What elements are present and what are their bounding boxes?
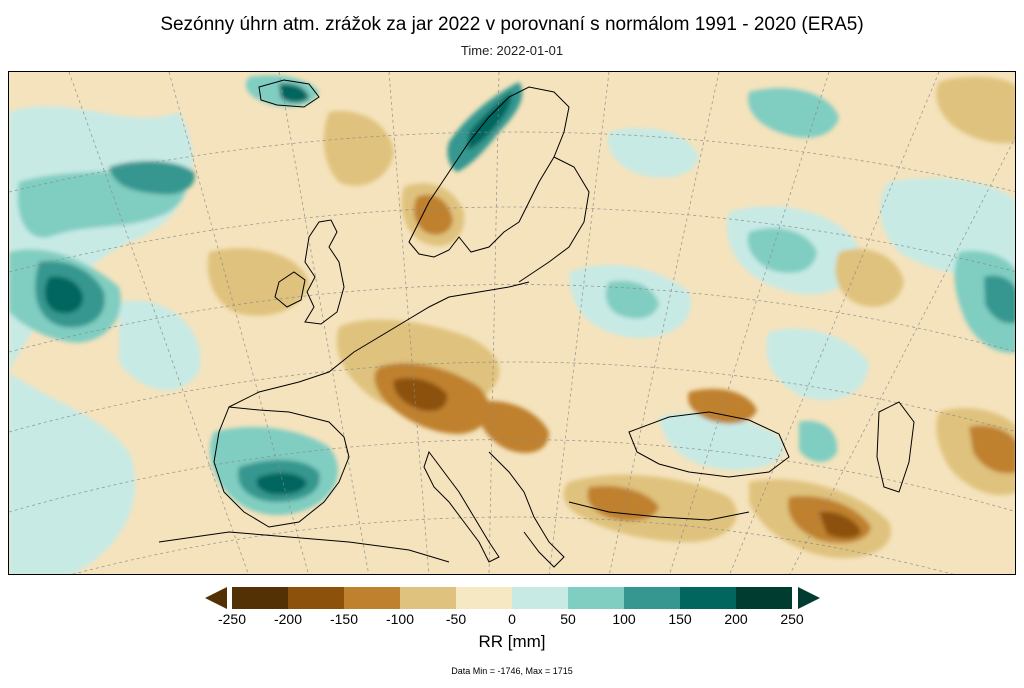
colorbar-tick-label: -200 bbox=[273, 611, 303, 627]
precipitation-anomaly-map bbox=[9, 72, 1015, 574]
colorbar-over-arrow bbox=[798, 587, 820, 609]
colorbar-tick-label: 0 bbox=[508, 611, 516, 627]
colorbar-bin bbox=[568, 587, 624, 609]
colorbar-under-arrow bbox=[205, 587, 227, 609]
data-min-max-note: Data Min = -1746, Max = 1715 bbox=[451, 666, 573, 676]
colorbar-bin bbox=[624, 587, 680, 609]
colorbar-tick-label: 200 bbox=[724, 611, 748, 627]
graticule bbox=[9, 72, 1015, 574]
colorbar-bins bbox=[232, 587, 792, 609]
anomaly-field bbox=[9, 75, 1015, 574]
colorbar-tick-label: -250 bbox=[217, 611, 247, 627]
colorbar-tick-label: -150 bbox=[329, 611, 359, 627]
colorbar-unit-label: RR [mm] bbox=[478, 632, 546, 651]
colorbar-tick-label: -50 bbox=[445, 611, 467, 627]
chart-subtitle: Time: 2022-01-01 bbox=[460, 43, 564, 58]
colorbar-bin bbox=[232, 587, 288, 609]
colorbar-tick-label: 150 bbox=[668, 611, 692, 627]
colorbar-bin bbox=[512, 587, 568, 609]
colorbar-bin bbox=[736, 587, 792, 609]
colorbar-bin bbox=[680, 587, 736, 609]
colorbar-bin bbox=[288, 587, 344, 609]
chart-title: Sezónny úhrn atm. zrážok za jar 2022 v p… bbox=[160, 14, 864, 35]
colorbar-tick-label: 250 bbox=[780, 611, 804, 627]
colorbar-tick-label: 100 bbox=[612, 611, 636, 627]
coastlines bbox=[158, 79, 915, 568]
colorbar-bin bbox=[400, 587, 456, 609]
colorbar-bin bbox=[344, 587, 400, 609]
colorbar bbox=[205, 587, 820, 609]
map-panel bbox=[8, 71, 1016, 575]
colorbar-bin bbox=[456, 587, 512, 609]
colorbar-tick-label: 50 bbox=[560, 611, 576, 627]
colorbar-tick-label: -100 bbox=[385, 611, 415, 627]
